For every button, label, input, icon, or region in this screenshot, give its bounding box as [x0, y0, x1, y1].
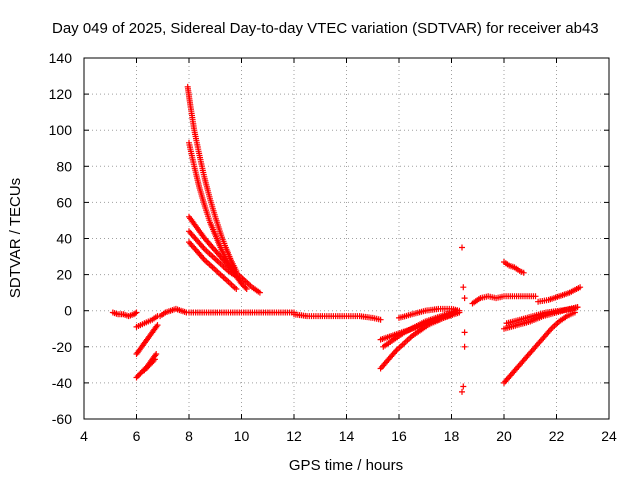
x-tick-label: 12	[286, 428, 302, 444]
x-tick-label: 6	[133, 428, 141, 444]
data-point	[243, 286, 250, 292]
axis-ticks: 4 6 8 10 12 14 16 18 20 22 24 -60 -40 -20 0 20 40 60 80 100…	[49, 50, 617, 444]
series-arc-06-07-middle	[133, 322, 161, 357]
data-point	[532, 293, 539, 300]
x-tick-label: 22	[549, 428, 565, 444]
series-arc-18-5-isolated	[459, 244, 468, 395]
y-tick-label: 40	[56, 231, 72, 247]
data-point	[242, 284, 249, 291]
data-point	[456, 307, 463, 314]
x-tick-label: 4	[80, 428, 88, 444]
series-arc-20-21-descending	[501, 259, 527, 276]
plot-frame	[83, 57, 610, 420]
chart-title: Day 049 of 2025, Sidereal Day-to-day VTE…	[52, 20, 599, 37]
y-tick-label: 120	[49, 86, 73, 102]
y-tick-label: 0	[64, 303, 72, 319]
series-arc-12-15-flat	[291, 311, 384, 323]
y-tick-label: 140	[49, 50, 73, 66]
series-arc-08-10-lowA	[186, 228, 240, 280]
data-point	[461, 343, 468, 350]
x-tick-label: 10	[234, 428, 250, 444]
y-tick-label: -40	[52, 375, 72, 391]
series-arc-20-22-rising	[501, 309, 578, 386]
data-points	[109, 83, 584, 395]
data-point	[461, 329, 468, 336]
x-tick-label: 14	[339, 428, 355, 444]
series-arc-21-23-upper	[535, 284, 584, 305]
x-tick-label: 18	[444, 428, 460, 444]
data-point	[233, 273, 240, 280]
data-point	[377, 316, 384, 323]
data-point	[461, 295, 468, 302]
y-tick-label: -20	[52, 339, 72, 355]
series-arc-05-06-baseline	[109, 309, 140, 320]
x-tick-label: 16	[391, 428, 407, 444]
series-arc-06-07-upper	[133, 313, 161, 330]
x-tick-label: 8	[185, 428, 193, 444]
series-arc-08-10-peak	[184, 83, 240, 274]
data-point	[574, 304, 581, 311]
data-point	[577, 284, 584, 291]
y-tick-label: 60	[56, 194, 72, 210]
data-point	[256, 289, 263, 296]
y-tick-label: 80	[56, 158, 72, 174]
x-tick-label: 20	[496, 428, 512, 444]
series-arc-06-08-flat	[157, 305, 190, 320]
series-arc-08-10-lowB	[186, 239, 240, 292]
y-tick-label: 20	[56, 267, 72, 283]
grid	[84, 58, 609, 419]
series-arc-08-11-mid	[186, 213, 263, 296]
data-point	[459, 388, 465, 395]
data-point	[460, 284, 467, 291]
y-tick-label: 100	[49, 122, 73, 138]
series-arc-08-12-flat	[186, 309, 297, 316]
data-point	[151, 356, 158, 363]
x-tick-label: 24	[601, 428, 617, 444]
data-point	[459, 244, 465, 251]
data-point	[520, 269, 527, 276]
data-point	[154, 322, 161, 329]
series-arc-06-07-lower-b	[141, 356, 158, 374]
series-arc-18-21-flat	[469, 293, 539, 307]
data-point	[233, 286, 240, 292]
y-tick-label: -60	[52, 411, 72, 427]
data-point	[153, 351, 160, 357]
data-point	[132, 310, 139, 317]
data-point	[460, 383, 467, 390]
series-arc-20-23-mid	[503, 304, 581, 327]
y-axis-title: SDTVAR / TECUs	[7, 178, 24, 298]
data-point	[133, 309, 140, 316]
x-axis-title: GPS time / hours	[289, 457, 403, 474]
series-arc-16-18-upper	[396, 305, 463, 321]
